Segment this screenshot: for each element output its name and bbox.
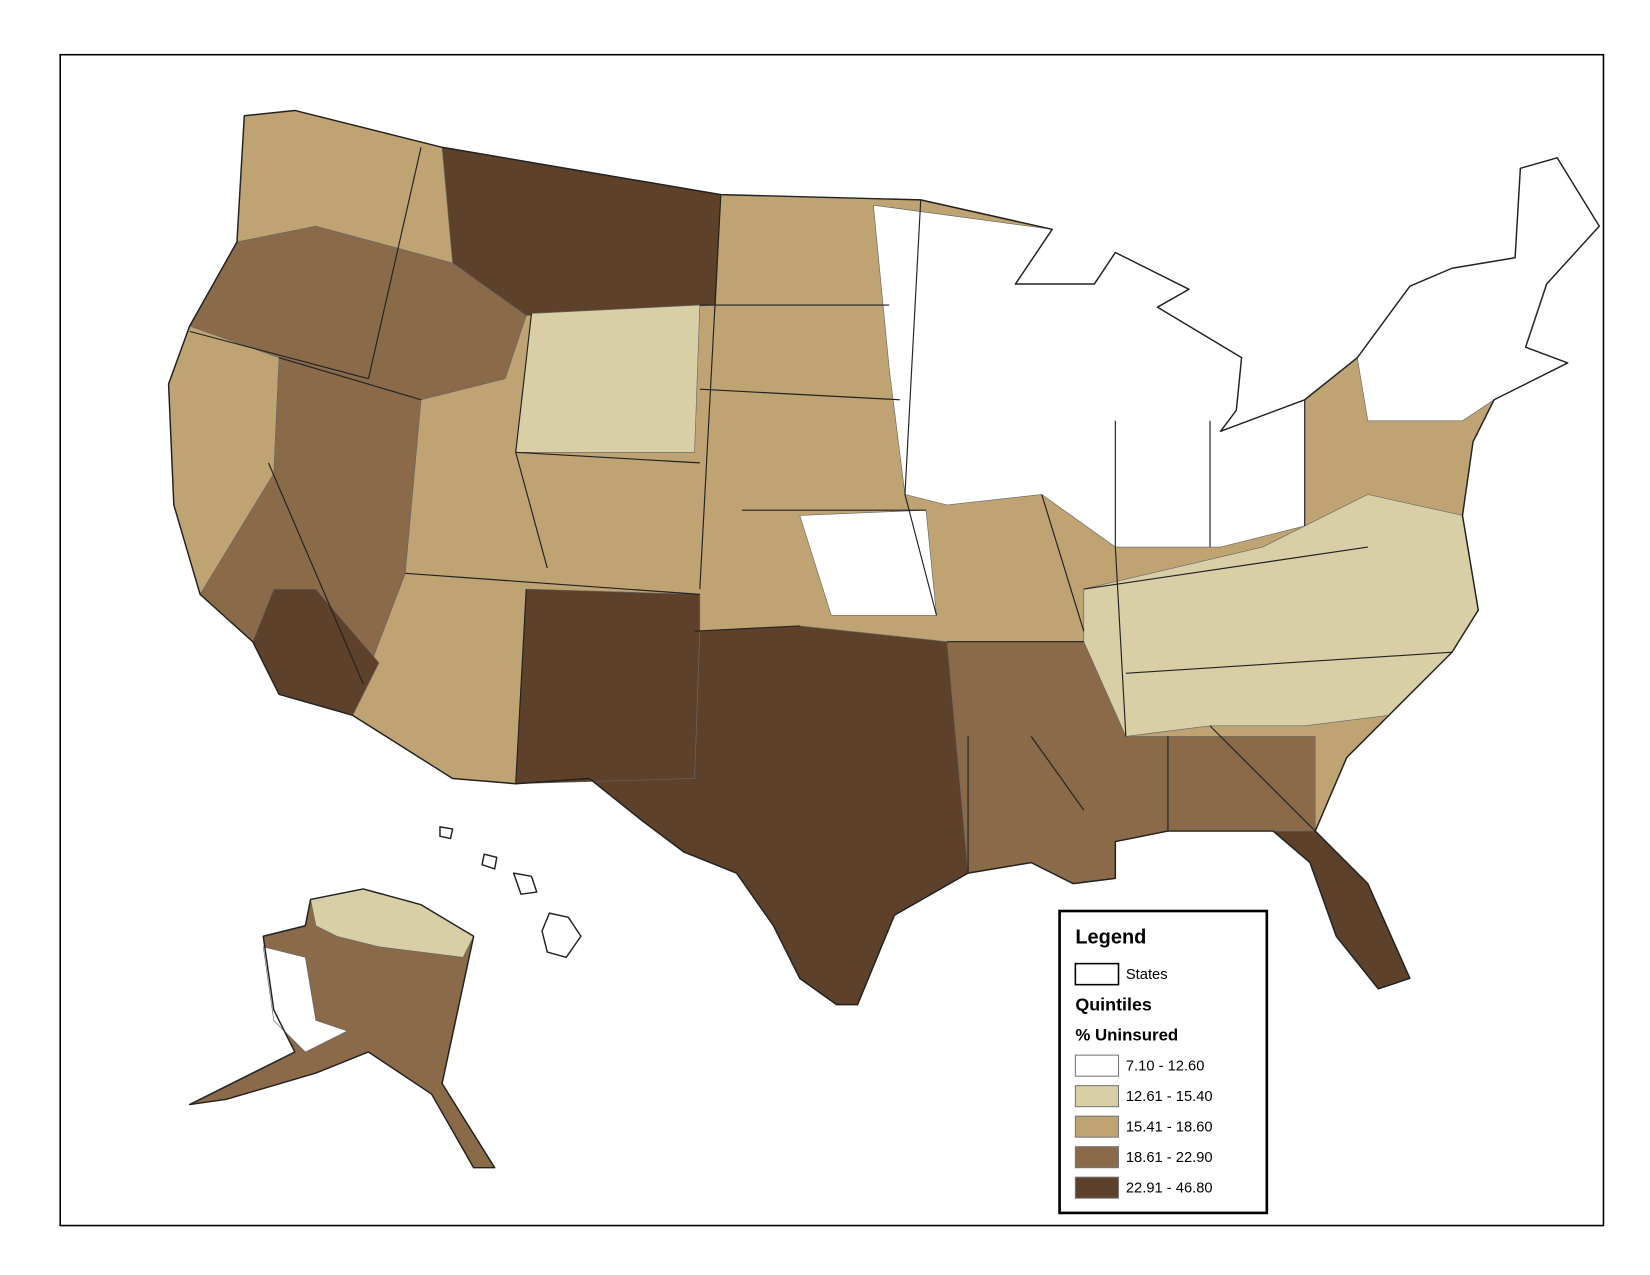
legend-label: 18.61 - 22.90	[1126, 1150, 1213, 1166]
legend: Legend States Quintiles % Uninsured 7.10…	[1058, 909, 1269, 1215]
legend-swatch	[1074, 1085, 1120, 1108]
legend-swatch	[1074, 1054, 1120, 1077]
alaska-outline	[188, 888, 496, 1169]
hawaii	[439, 826, 582, 959]
legend-heading: Quintiles	[1075, 994, 1152, 1014]
hawaii-maui	[512, 872, 538, 895]
legend-swatch	[1074, 1146, 1120, 1169]
legend-swatch	[1074, 1115, 1120, 1138]
legend-swatch	[1074, 1176, 1120, 1199]
alaska	[188, 888, 496, 1169]
hawaii-oahu	[481, 853, 498, 870]
states-swatch	[1074, 962, 1120, 986]
region-southwest	[515, 588, 701, 785]
legend-label: 22.91 - 46.80	[1126, 1181, 1213, 1197]
legend-label: 12.61 - 15.40	[1126, 1089, 1213, 1105]
legend-subheading: % Uninsured	[1075, 1026, 1178, 1045]
region-wyoming	[515, 304, 701, 453]
hawaii-kauai	[439, 826, 454, 840]
legend-label: 15.41 - 18.60	[1126, 1120, 1213, 1136]
lower-48	[167, 109, 1600, 1006]
legend-label: 7.10 - 12.60	[1126, 1059, 1205, 1075]
states-label: States	[1126, 967, 1168, 983]
state-lines	[189, 147, 1453, 874]
alaska-west	[262, 946, 349, 1053]
legend-title: Legend	[1075, 927, 1146, 949]
hawaii-big-island	[541, 912, 582, 959]
